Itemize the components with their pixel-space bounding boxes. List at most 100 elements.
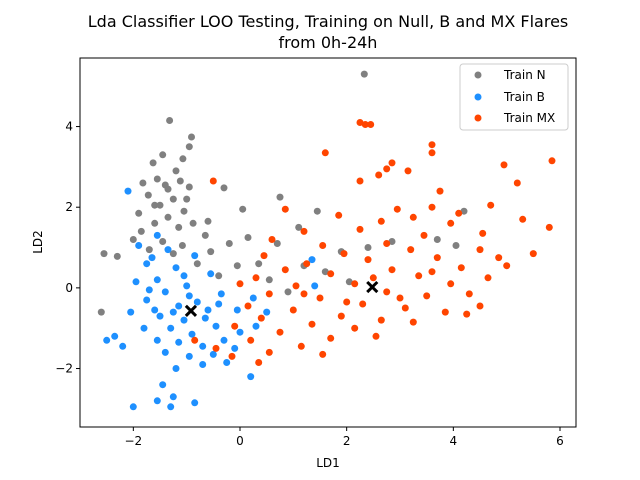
point-train-b-46	[103, 336, 111, 344]
y-axis-ticks: −2 0 2 4	[55, 120, 80, 376]
point-train-b-28	[231, 344, 239, 352]
point-train-mx-67	[441, 308, 449, 316]
point-train-mx-27	[356, 225, 364, 233]
plot-frame	[79, 57, 577, 428]
point-train-b-10	[143, 296, 151, 304]
point-train-b-23	[199, 342, 207, 350]
chart-title: Lda Classifier LOO Testing, Training on …	[88, 12, 569, 31]
point-train-mx-60	[244, 302, 252, 310]
point-train-mx-31	[319, 242, 327, 249]
point-train-n-16	[135, 209, 143, 217]
point-train-mx-79	[191, 336, 199, 344]
point-train-n-58	[151, 201, 159, 209]
point-train-mx-56	[423, 292, 431, 300]
y-tick-label-3: 4	[65, 120, 73, 134]
point-train-n-7	[172, 167, 180, 175]
point-train-b-56	[169, 308, 177, 316]
legend-marker-train-b	[474, 93, 482, 101]
point-train-mx-88	[236, 280, 244, 288]
point-train-mx-41	[303, 260, 311, 268]
legend-label-train-mx: Train MX	[503, 111, 555, 125]
x-tick-label-1: 0	[236, 434, 244, 448]
point-train-mx-87	[300, 290, 308, 298]
point-train-mx-20	[335, 211, 343, 219]
point-train-n-57	[164, 185, 172, 193]
point-train-mx-61	[401, 304, 409, 312]
point-train-mx-33	[545, 223, 553, 231]
data-points	[97, 70, 556, 411]
point-train-b-17	[167, 324, 175, 332]
point-train-n-12	[185, 183, 193, 191]
point-train-n-35	[276, 193, 284, 201]
point-train-n-20	[175, 223, 183, 231]
point-train-b-43	[217, 290, 225, 298]
point-train-b-55	[185, 292, 193, 300]
point-train-mx-59	[359, 300, 367, 308]
point-train-b-29	[172, 365, 180, 372]
point-train-b-39	[236, 328, 244, 336]
point-train-n-6	[185, 143, 193, 151]
point-train-b-22	[175, 338, 183, 346]
point-train-mx-23	[377, 217, 385, 225]
point-train-n-28	[113, 252, 121, 260]
point-train-mx-30	[268, 236, 276, 243]
point-train-n-8	[153, 175, 161, 183]
point-train-b-47	[119, 342, 127, 350]
point-train-b-58	[204, 306, 212, 314]
point-train-n-27	[169, 250, 177, 258]
point-train-mx-75	[297, 342, 305, 350]
point-train-n-2	[188, 133, 195, 141]
point-train-b-53	[263, 308, 271, 316]
point-train-mx-54	[383, 288, 391, 296]
point-train-mx-28	[479, 229, 487, 237]
point-train-mx-32	[383, 240, 391, 247]
point-train-b-27	[209, 350, 217, 358]
point-train-n-18	[164, 213, 172, 221]
point-train-mx-36	[340, 250, 348, 258]
point-train-n-26	[145, 246, 153, 254]
point-train-n-53	[220, 184, 228, 192]
point-train-n-39	[255, 260, 263, 268]
point-train-n-41	[215, 272, 223, 280]
point-train-mx-15	[436, 187, 444, 195]
point-train-mx-82	[255, 359, 263, 366]
point-train-mx-78	[319, 350, 327, 358]
y-tick-label-1: 0	[65, 281, 73, 295]
point-train-mx-48	[252, 274, 260, 282]
point-train-mx-25	[447, 219, 455, 227]
point-train-b-59	[215, 300, 223, 308]
point-train-mx-58	[465, 290, 473, 298]
point-train-n-42	[265, 276, 273, 284]
point-train-mx-65	[257, 314, 265, 322]
point-train-b-30	[199, 361, 207, 368]
point-train-n-45	[388, 238, 396, 245]
point-train-mx-86	[428, 268, 436, 276]
point-train-b-4	[143, 260, 151, 268]
point-train-b-26	[185, 352, 193, 360]
point-train-b-36	[129, 403, 137, 411]
point-train-n-15	[156, 201, 164, 209]
x-tick-label-2: 2	[343, 434, 351, 448]
point-train-b-20	[212, 322, 220, 330]
point-train-b-31	[223, 359, 231, 366]
point-train-b-0	[124, 187, 132, 195]
point-train-b-6	[153, 276, 161, 284]
x-axis-ticks: −2 0 2 4 6	[124, 427, 564, 448]
point-train-mx-62	[289, 306, 297, 314]
point-train-b-1	[153, 231, 161, 239]
point-train-mx-18	[428, 203, 436, 211]
point-train-n-50	[345, 278, 353, 286]
point-train-mx-85	[343, 298, 351, 306]
point-train-b-25	[161, 348, 169, 356]
point-train-mx-43	[281, 266, 289, 274]
point-train-n-44	[364, 244, 372, 251]
point-train-mx-77	[265, 348, 273, 356]
point-train-b-34	[167, 403, 175, 411]
legend-label-train-n: Train N	[503, 68, 546, 82]
point-train-mx-39	[433, 254, 441, 262]
point-train-mx-16	[487, 201, 495, 209]
point-train-n-51	[284, 288, 292, 296]
point-train-mx-76	[372, 332, 380, 340]
centroid-marker-0	[184, 304, 198, 317]
